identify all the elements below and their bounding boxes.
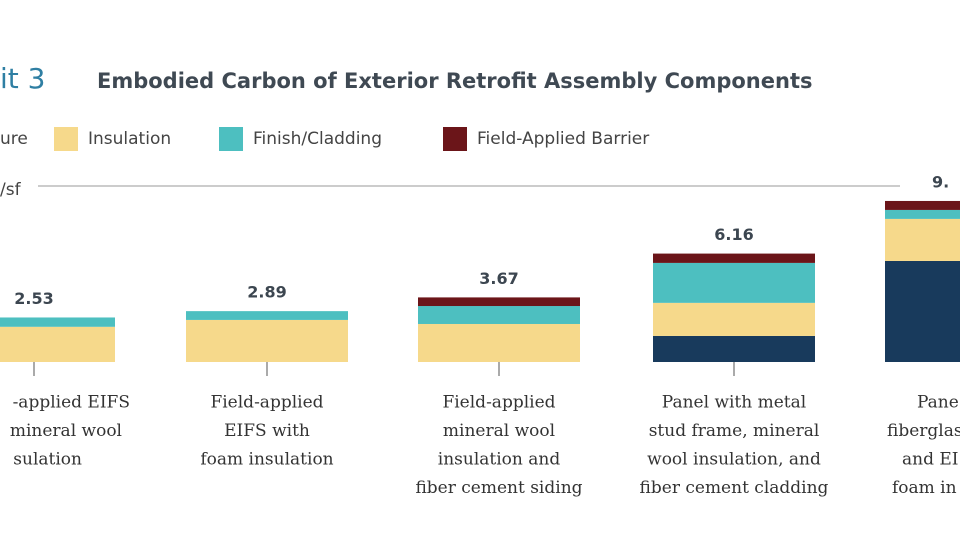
category-label: foam insulation [200,450,333,470]
category-label: fiberglas [887,421,960,441]
legend-swatch [54,127,78,151]
legend-swatch [443,127,467,151]
category-label: -applied EIFS [13,393,130,413]
category-label: and EI [902,450,959,470]
y-axis-label: /sf [0,180,22,200]
exhibit-label: it 3 [0,62,45,95]
bar-segment [418,323,580,362]
bar-segment [885,209,960,219]
category-label: foam in [892,478,957,498]
legend-label: Finish/Cladding [253,129,382,149]
bar-segment [0,326,115,362]
bar-segment [418,306,580,324]
bar-segment [885,218,960,261]
category-label: Field-applied [210,393,323,413]
bar-segment [653,262,815,303]
legend-label: Insulation [88,129,171,149]
bar-segment [653,335,815,362]
bar-segment [885,260,960,362]
category-label: Pane [917,393,959,413]
category-label: wool insulation, and [647,450,821,470]
category-label: mineral wool [10,421,122,441]
category-label: stud frame, mineral [649,421,820,441]
category-label: Panel with metal [662,393,806,413]
legend-label: ure [0,129,28,149]
category-label: fiber cement siding [415,478,582,498]
category-label: fiber cement cladding [640,478,829,498]
category-label: mineral wool [443,421,555,441]
total-label: 2.53 [14,289,53,308]
category-label: EIFS with [224,421,310,441]
category-label: sulation [13,450,82,470]
legend-label: Field-Applied Barrier [477,129,649,149]
bar-segment [0,317,115,327]
category-label: insulation and [438,450,561,470]
chart-title: Embodied Carbon of Exterior Retrofit Ass… [97,69,812,93]
total-label: 2.89 [247,283,286,302]
bar-segment [885,200,960,210]
bar-segment [653,253,815,263]
category-label: Field-applied [442,393,555,413]
legend-swatch [219,127,243,151]
bar-segment [186,311,348,320]
bar-segment [653,302,815,336]
total-label: 3.67 [479,269,518,288]
bar-segment [418,297,580,307]
total-label: 6.16 [714,225,753,244]
total-label: 9. [932,172,949,191]
bar-segment [186,319,348,362]
